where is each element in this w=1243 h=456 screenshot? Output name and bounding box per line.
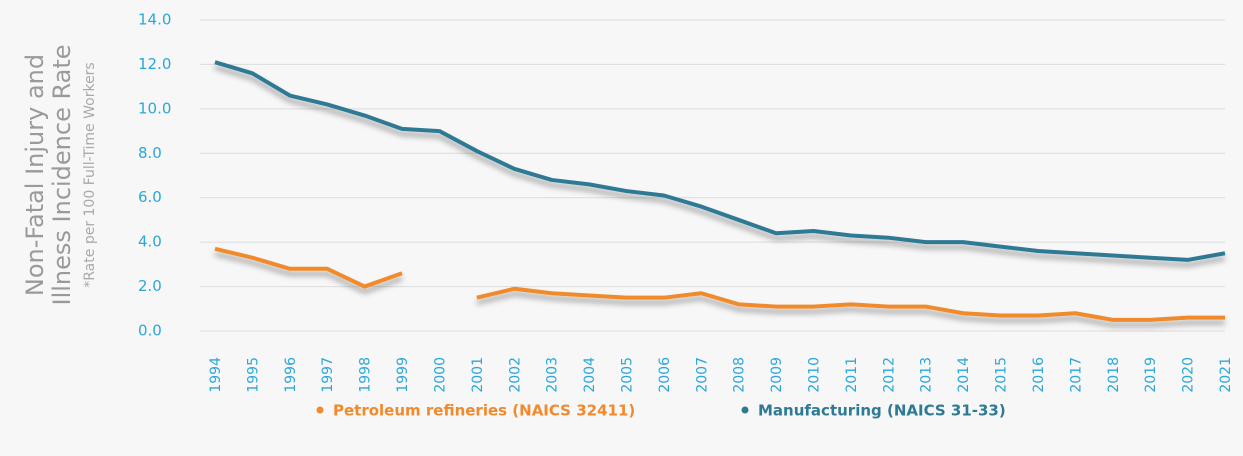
legend-label: Petroleum refineries (NAICS 32411) [333,402,635,420]
x-tick-label: 1999 [395,357,411,393]
x-tick-label: 2016 [1031,357,1047,393]
x-tick-label: 1996 [283,357,299,393]
x-tick-label: 1997 [320,357,336,393]
legend-marker [741,406,749,414]
x-tick-label: 2017 [1068,357,1084,393]
y-tick-label: 8.0 [138,144,162,162]
legend-label: Manufacturing (NAICS 31-33) [758,402,1006,420]
x-tick-label: 2012 [881,357,897,393]
x-tick-label: 1995 [245,357,261,393]
legend-marker [316,406,324,414]
x-tick-label: 2021 [1218,357,1234,393]
x-tick-label: 2003 [545,357,561,393]
x-tick-label: 2019 [1143,357,1159,393]
x-tick-label: 1998 [358,357,374,393]
x-tick-label: 2001 [470,357,486,393]
y-tick-label: 0.0 [138,322,162,340]
x-tick-label: 2010 [807,357,823,393]
y-tick-label: 12.0 [138,55,171,73]
x-tick-label: 2015 [994,357,1010,393]
x-tick-label: 2005 [619,357,635,393]
x-tick-label: 2000 [432,357,448,393]
x-tick-label: 2014 [956,357,972,393]
x-tick-label: 2006 [657,357,673,393]
y-tick-label: 2.0 [138,277,162,295]
x-tick-label: 2007 [694,357,710,393]
y-axis-title: Illness Incidence Rate [48,44,76,305]
x-tick-label: 2013 [919,357,935,393]
y-tick-label: 4.0 [138,233,162,251]
x-tick-label: 2018 [1106,357,1122,393]
y-tick-label: 6.0 [138,188,162,206]
x-tick-label: 2020 [1181,357,1197,393]
y-tick-label: 10.0 [138,99,171,117]
x-tick-label: 2009 [769,357,785,393]
x-tick-label: 1994 [208,357,224,393]
x-tick-label: 2004 [582,357,598,393]
x-tick-label: 2011 [844,357,860,393]
y-axis-title: Non-Fatal Injury and [21,54,49,296]
series-line [214,246,1225,322]
y-axis-note: *Rate per 100 Full-Time Workers [82,62,98,287]
x-tick-label: 2008 [732,357,748,393]
y-tick-label: 14.0 [138,11,171,29]
x-tick-label: 2002 [507,357,523,393]
series-line [214,60,1226,262]
